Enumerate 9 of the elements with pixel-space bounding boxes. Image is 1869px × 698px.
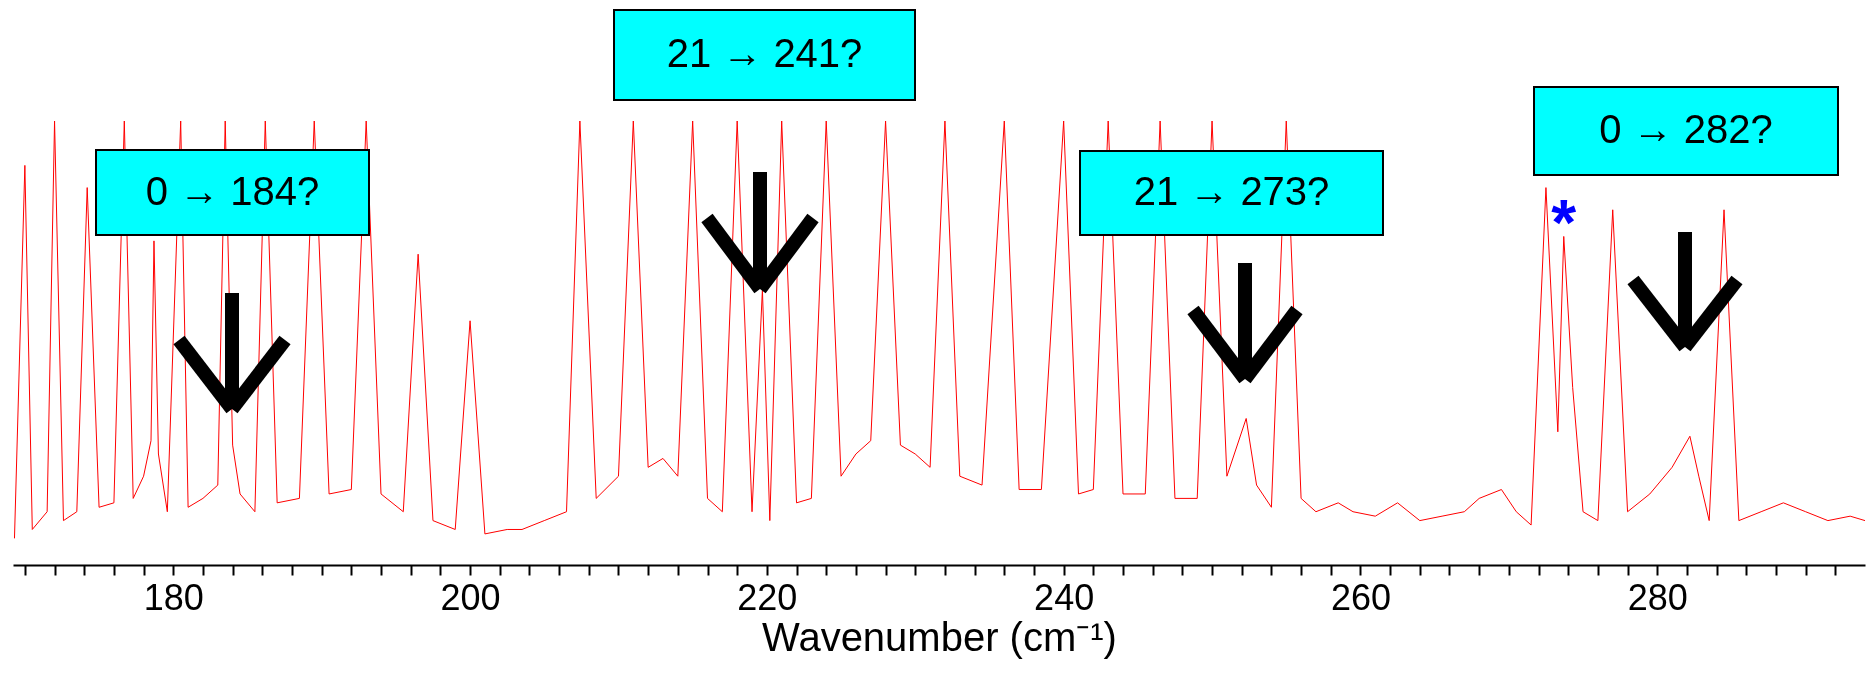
annotation: 21 → 273? xyxy=(1133,169,1330,213)
annotation: * xyxy=(1551,187,1577,260)
x-tick-label: 280 xyxy=(1627,576,1688,618)
x-tick-label: 180 xyxy=(143,576,204,618)
text: 21 → 241? xyxy=(666,31,863,75)
annotation: 0 → 184? xyxy=(145,168,320,213)
x-tick-label: 260 xyxy=(1330,576,1391,618)
annotation: 0 → 282? xyxy=(1599,107,1773,151)
x-tick-label: 200 xyxy=(440,576,501,618)
